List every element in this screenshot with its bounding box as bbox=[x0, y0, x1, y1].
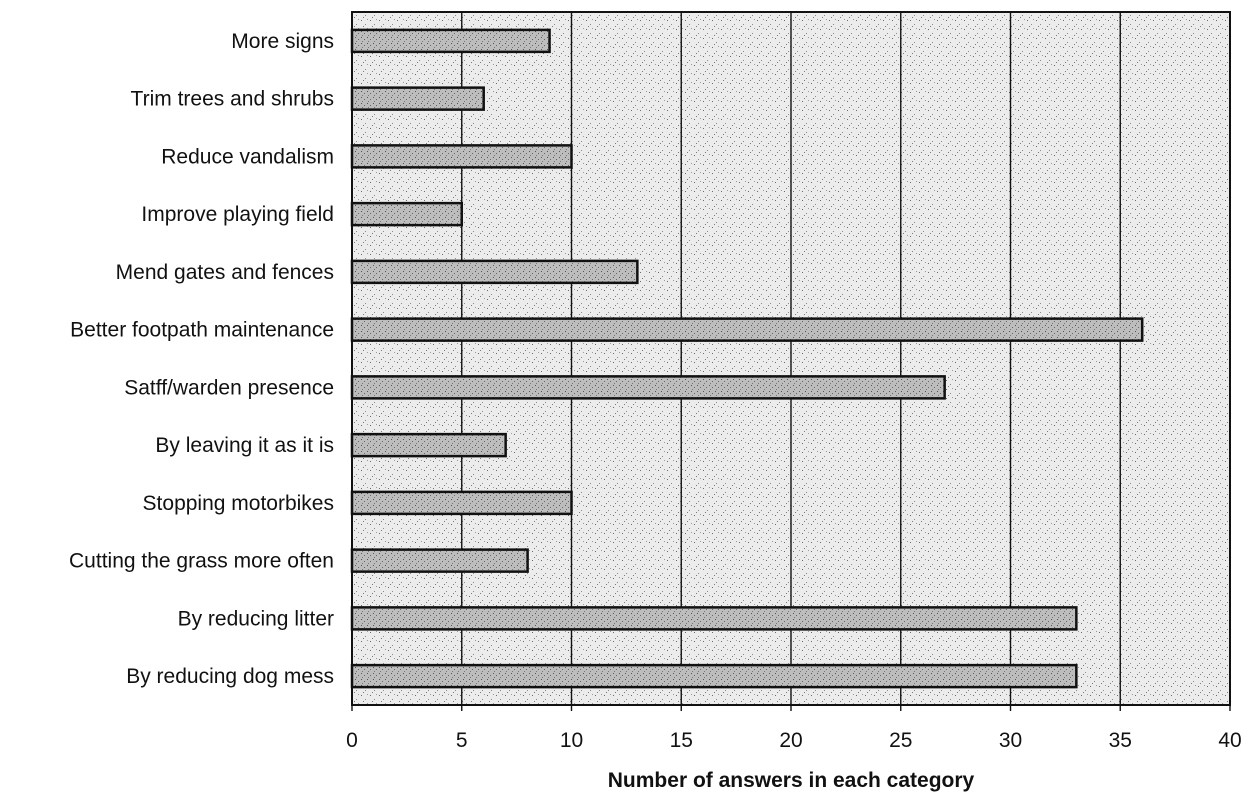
bars bbox=[350, 28, 1144, 689]
x-tick-label: 35 bbox=[1109, 729, 1132, 752]
category-label: By leaving it as it is bbox=[155, 434, 334, 457]
bar bbox=[350, 317, 1144, 342]
bar bbox=[350, 663, 1078, 689]
x-axis-title: Number of answers in each category bbox=[608, 769, 975, 792]
category-label: Improve playing field bbox=[141, 203, 334, 226]
bar bbox=[350, 490, 573, 516]
x-tick-label: 5 bbox=[456, 729, 468, 752]
category-label: Cutting the grass more often bbox=[69, 550, 334, 573]
gridlines bbox=[351, 12, 1231, 711]
x-tick-labels: 0 5 10 15 20 25 30 35 40 bbox=[346, 729, 1242, 752]
category-label: By reducing dog mess bbox=[126, 665, 334, 688]
category-label: Satff/warden presence bbox=[124, 376, 334, 399]
category-label: Better footpath maintenance bbox=[70, 319, 334, 342]
category-label: Stopping motorbikes bbox=[143, 492, 334, 515]
bar bbox=[350, 375, 946, 400]
category-label: Mend gates and fences bbox=[116, 261, 334, 284]
category-label: Reduce vandalism bbox=[161, 145, 334, 168]
bar bbox=[350, 86, 485, 111]
x-tick-label: 15 bbox=[670, 729, 693, 752]
x-tick-label: 10 bbox=[560, 729, 583, 752]
category-label: By reducing litter bbox=[178, 607, 334, 630]
category-labels: More signs Trim trees and shrubs Reduce va… bbox=[69, 30, 334, 688]
bar bbox=[350, 28, 551, 54]
x-tick-label: 20 bbox=[779, 729, 802, 752]
bar bbox=[350, 259, 639, 285]
x-tick-label: 30 bbox=[999, 729, 1022, 752]
bar bbox=[350, 548, 529, 573]
bar bbox=[350, 201, 463, 227]
bar bbox=[350, 606, 1078, 631]
bar bbox=[350, 432, 507, 458]
x-tick-label: 0 bbox=[346, 729, 358, 752]
x-tick-label: 40 bbox=[1218, 729, 1241, 752]
category-label: Trim trees and shrubs bbox=[131, 88, 334, 111]
bar bbox=[350, 144, 573, 169]
x-tick-label: 25 bbox=[889, 729, 912, 752]
category-label: More signs bbox=[231, 30, 334, 53]
